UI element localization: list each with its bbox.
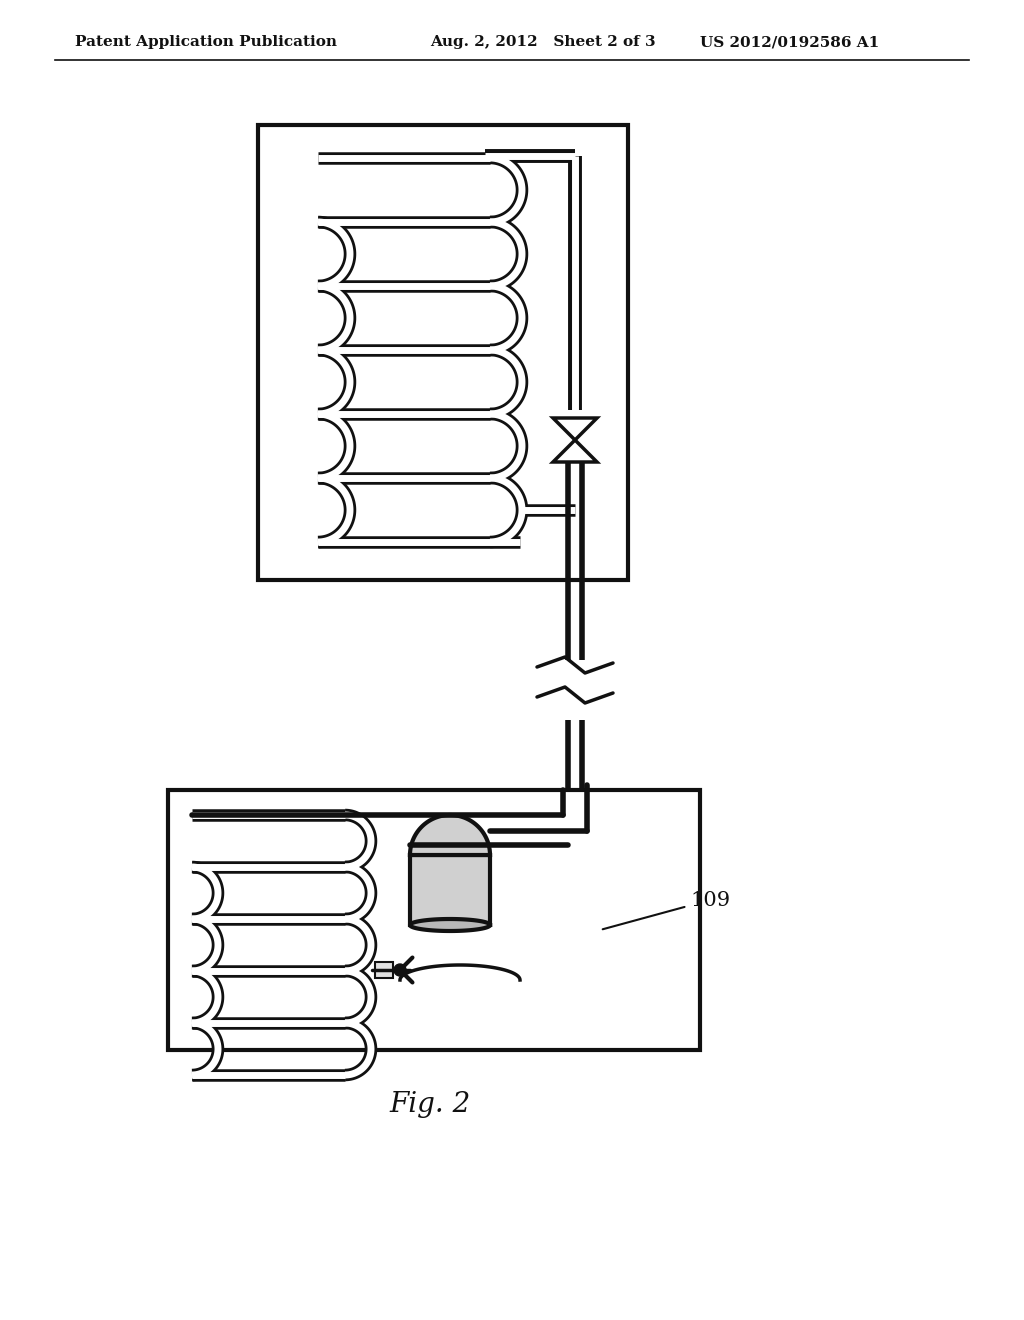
Text: Patent Application Publication: Patent Application Publication [75,36,337,49]
Bar [168,789,700,1049]
Text: Aug. 2, 2012   Sheet 2 of 3: Aug. 2, 2012 Sheet 2 of 3 [430,36,655,49]
Polygon shape [553,440,597,462]
Polygon shape [553,418,597,440]
Text: 109: 109 [603,891,730,929]
Polygon shape [410,814,490,855]
Circle shape [394,964,406,975]
Bar [375,962,393,978]
Bar [410,855,490,925]
Text: US 2012/0192586 A1: US 2012/0192586 A1 [700,36,880,49]
Polygon shape [410,919,490,931]
Bar [258,125,628,579]
Text: Fig. 2: Fig. 2 [389,1092,471,1118]
